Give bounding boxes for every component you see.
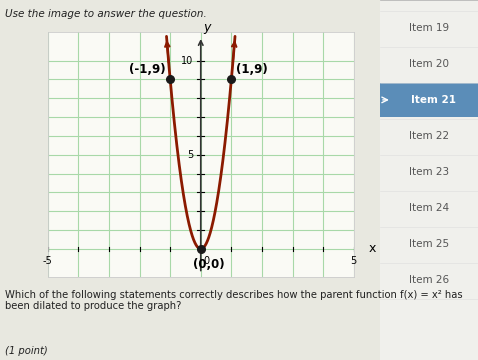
Text: Item 25: Item 25 [409, 239, 449, 249]
Text: (0,0): (0,0) [193, 258, 224, 271]
Text: Item 22: Item 22 [409, 131, 449, 141]
Text: Use the image to answer the question.: Use the image to answer the question. [5, 9, 206, 19]
Text: 10: 10 [181, 56, 193, 66]
Text: x: x [369, 242, 376, 256]
FancyBboxPatch shape [380, 83, 478, 117]
Text: (-1,9): (-1,9) [129, 63, 165, 76]
Text: Item 19: Item 19 [409, 23, 449, 33]
Text: Item 26: Item 26 [409, 275, 449, 285]
Text: y: y [203, 21, 211, 34]
Text: Which of the following statements correctly describes how the parent function f(: Which of the following statements correc… [5, 290, 462, 311]
Text: 0: 0 [204, 256, 210, 266]
Text: 5: 5 [187, 150, 193, 160]
Text: Item 23: Item 23 [409, 167, 449, 177]
Text: 5: 5 [350, 256, 357, 266]
Text: -5: -5 [43, 256, 53, 266]
Text: Item 24: Item 24 [409, 203, 449, 213]
Text: Item 20: Item 20 [409, 59, 449, 69]
Text: (1 point): (1 point) [5, 346, 47, 356]
Text: (1,9): (1,9) [236, 63, 268, 76]
Text: Item 21: Item 21 [412, 95, 456, 105]
